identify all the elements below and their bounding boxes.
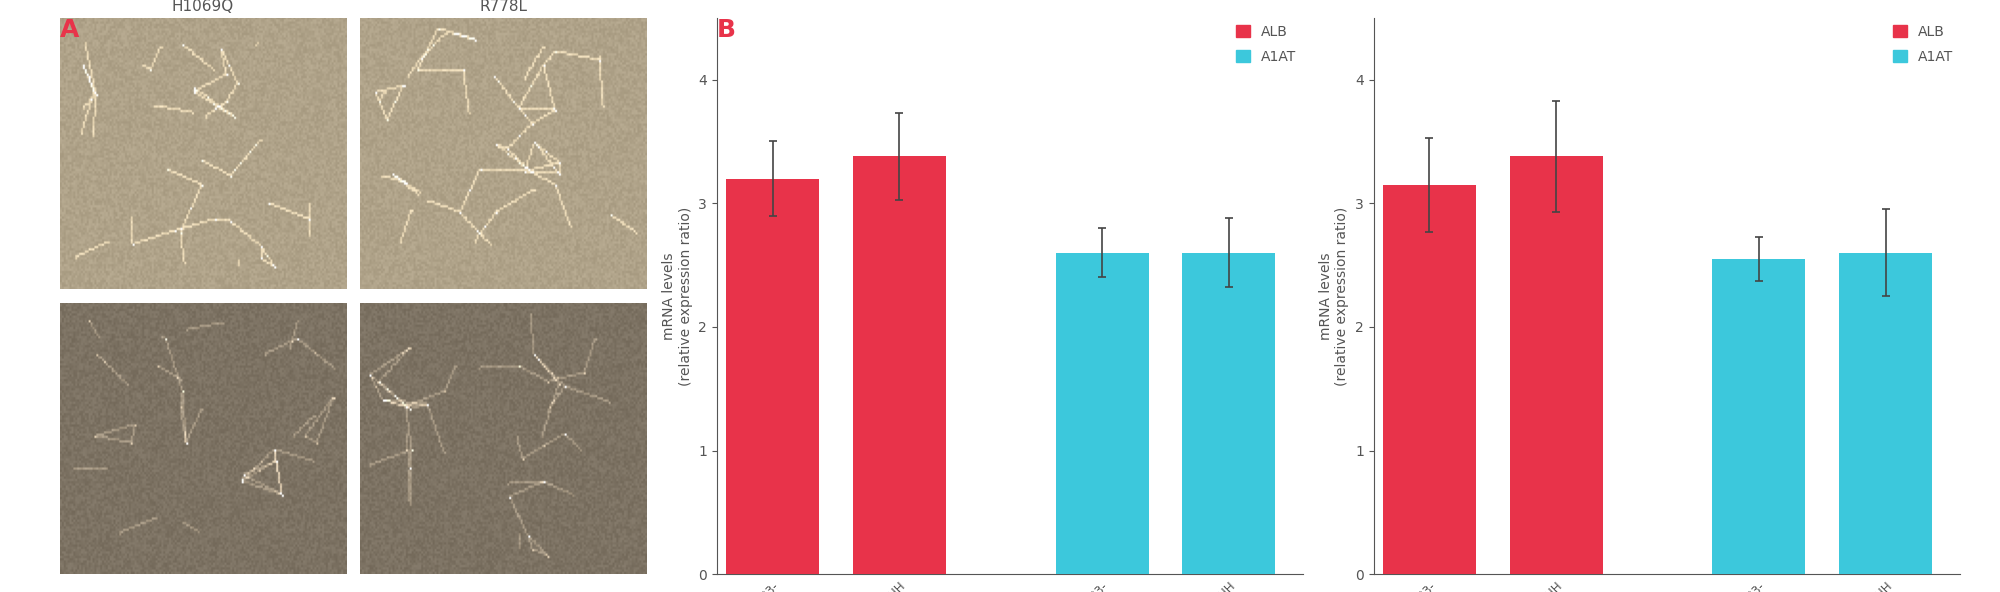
Legend: ALB, A1AT: ALB, A1AT	[1236, 25, 1296, 64]
Bar	[1712, 259, 1806, 574]
Bar	[1510, 156, 1602, 574]
Bar	[726, 179, 820, 574]
Title: R778L: R778L	[480, 0, 528, 14]
Title: H1069Q: H1069Q	[172, 0, 234, 14]
Text: A: A	[60, 18, 80, 42]
Legend: ALB, A1AT: ALB, A1AT	[1892, 25, 1954, 64]
Y-axis label: mRNA levels
(relative expression ratio): mRNA levels (relative expression ratio)	[662, 207, 692, 385]
Bar	[1382, 185, 1476, 574]
Y-axis label: mRNA levels
(relative expression ratio): mRNA levels (relative expression ratio)	[1320, 207, 1350, 385]
Bar	[1056, 253, 1148, 574]
Bar	[1182, 253, 1276, 574]
Bar	[852, 156, 946, 574]
Bar	[1840, 253, 1932, 574]
Text: B: B	[716, 18, 736, 42]
